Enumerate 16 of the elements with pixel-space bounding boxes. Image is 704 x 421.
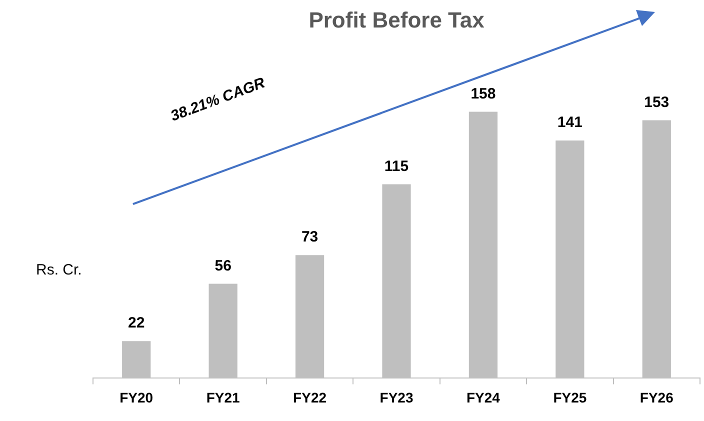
x-tick-label: FY23 bbox=[380, 389, 414, 406]
data-label: 22 bbox=[128, 314, 145, 332]
chart-title: Profit Before Tax bbox=[308, 7, 486, 32]
data-label: 141 bbox=[557, 114, 582, 132]
x-tick-label: FY21 bbox=[206, 389, 240, 406]
data-label: 73 bbox=[301, 228, 318, 246]
x-tick-label: FY26 bbox=[640, 389, 674, 406]
x-tick-label: FY22 bbox=[293, 389, 327, 406]
data-label: 158 bbox=[470, 85, 496, 102]
data-label: 56 bbox=[214, 257, 232, 274]
data-label: 153 bbox=[644, 94, 670, 111]
x-tick-label: FY24 bbox=[466, 389, 500, 406]
data-label: 115 bbox=[384, 158, 409, 175]
x-tick-label: FY20 bbox=[120, 389, 154, 406]
y-axis-title: Rs. Cr. bbox=[36, 261, 82, 278]
x-tick-label: FY25 bbox=[553, 389, 587, 406]
